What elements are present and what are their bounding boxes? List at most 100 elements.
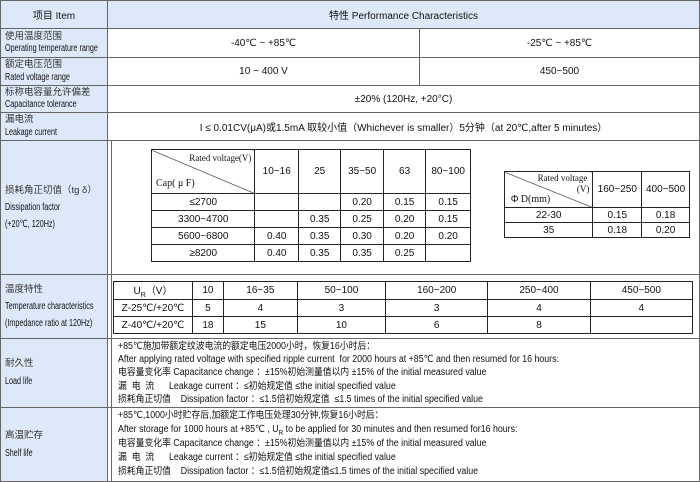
label-zh: 额定电压范围 — [5, 59, 63, 70]
ur-unit: （V） — [145, 286, 173, 297]
text-subscript: R — [278, 429, 284, 437]
label-en: Rated voltage range — [5, 71, 70, 83]
column-header: 160~250 — [592, 171, 643, 208]
label-en: Temperature characteristics — [5, 301, 94, 312]
value-cell — [425, 244, 471, 262]
column-header: 16~35 — [222, 281, 298, 300]
table-row: ≥8200 0.40 0.35 0.35 0.25 — [150, 244, 471, 262]
row-load-life: 耐久性 Load life +85℃施加带额定纹波电流的额定电压2000小时，恢复… — [1, 339, 699, 408]
column-header: 80~100 — [425, 149, 471, 194]
text-line: 损耗角正切值 Dissipation factor ：≤1.5倍初始规定值≤1.… — [118, 466, 479, 477]
corner-cell: Rated voltage (V) Φ D(mm) — [503, 171, 594, 208]
table-row: 3300~4700 0.35 0.25 0.20 0.15 — [150, 210, 471, 228]
value-left: 10 ~ 400 V — [108, 58, 420, 85]
cap-cell: 3300~4700 — [150, 210, 256, 228]
table-row: ≤2700 0.20 0.15 0.15 — [150, 193, 471, 211]
text-line: 漏 电 流 Leakage current ：≤初始规定值 ≤the initi… — [118, 380, 396, 392]
value-cell — [254, 193, 299, 211]
value-right: -25℃ ~ +85℃ — [526, 37, 593, 49]
header-characteristics: 特性 Performance Characteristics — [329, 11, 478, 22]
header-item: 项目 Item — [1, 1, 108, 28]
value-cell: 0.20 — [641, 222, 690, 238]
value-cell: 0.35 — [340, 244, 384, 262]
header-row: 项目 Item 特性 Performance Characteristics — [1, 1, 699, 29]
value-cell: 3 — [296, 299, 387, 317]
label-zh: 漏电流 — [5, 114, 34, 125]
diameter-cell: 22-30 — [503, 207, 594, 223]
value-cell: 3 — [385, 299, 489, 317]
label-zh: 标称电容量允许偏差 — [5, 87, 91, 98]
label-en: Operating temperature range — [5, 43, 98, 54]
value-cell: 10 — [296, 316, 387, 334]
corner-bottom: Φ D(mm) — [511, 194, 551, 205]
column-header: 50~100 — [296, 281, 387, 300]
row-rated-voltage: 额定电压范围 Rated voltage range 10 ~ 400 V 450… — [1, 58, 699, 86]
table-row: 22-30 0.15 0.18 — [503, 207, 690, 223]
label-zh: 温度特性 — [5, 284, 44, 295]
value: I ≤ 0.01CV(μA)或1.5mA 取较小值（Whichever is s… — [199, 123, 608, 134]
text-line: After storage for 1000 hours at +85℃ , U… — [118, 423, 517, 437]
label-cond: (Impedance ratio at 120Hz) — [5, 318, 93, 329]
value-cell: 8 — [487, 316, 591, 334]
value-cell: 0.20 — [382, 210, 427, 228]
ratio-label: Z-25℃/+20℃ — [113, 299, 193, 317]
shelf-life-text: +85℃,1000小时贮存后,加额定工作电压处理30分钟,恢复16小时后： Af… — [118, 409, 562, 479]
value-cell: 0.35 — [297, 210, 342, 228]
cap-cell: ≤2700 — [150, 193, 256, 211]
label-zh: 损耗角正切值（tg δ） — [5, 185, 97, 196]
load-life-text: +85℃施加带额定纹波电流的额定电压2000小时，恢复16小时后： After … — [118, 340, 608, 406]
value-cell — [297, 193, 342, 211]
label-zh: 高温贮存 — [5, 429, 44, 441]
value-cell: 0.15 — [592, 207, 643, 223]
value-right: 450~500 — [539, 66, 580, 77]
label-zh: 使用温度范围 — [5, 30, 63, 42]
value-left: -40℃ ~ +85℃ — [108, 29, 420, 57]
corner-cell: Rated voltage(V) Cap( μ F) — [150, 149, 256, 194]
value-cell: 0.20 — [382, 227, 427, 245]
column-header: 160~200 — [385, 281, 489, 300]
value-cell: 0.15 — [425, 210, 471, 228]
row-capacitance-tolerance: 标称电容量允许偏差 Capacitance tolerance ±20% (120… — [1, 86, 699, 113]
value-cell: 0.40 — [254, 244, 299, 262]
value-cell: 4 — [487, 299, 591, 317]
text-part: to be applied for 30 minutes and then re… — [283, 424, 518, 435]
ratio-label: Z-40℃/+20℃ — [113, 316, 193, 334]
value-cell: 0.18 — [592, 222, 643, 238]
text-line: 漏 电 流 Leakage current ：≤初始规定值 ≤the initi… — [118, 452, 396, 463]
value-cell: 6 — [385, 316, 489, 334]
value-cell: 0.40 — [254, 227, 299, 245]
label-en: Leakage current — [5, 126, 58, 138]
diameter-cell: 35 — [503, 222, 594, 238]
value-cell: 0.18 — [641, 207, 690, 223]
row-operating-temperature: 使用温度范围 Operating temperature range -40℃ ~… — [1, 29, 699, 58]
corner-bottom: Cap( μ F) — [156, 178, 195, 189]
text-line: +85℃施加带额定纹波电流的额定电压2000小时，恢复16小时后： — [118, 341, 376, 352]
value-cell: 4 — [589, 299, 694, 317]
column-header: 400~500 — [641, 171, 690, 208]
value-cell: 0.20 — [340, 193, 384, 211]
column-header: 10 — [192, 281, 224, 300]
ur-symbol: U — [133, 286, 141, 297]
text-line: After applying rated voltage with specif… — [118, 354, 559, 366]
value-cell — [589, 316, 694, 334]
cap-cell: ≥8200 — [150, 244, 256, 262]
label-en: Dissipation factor — [5, 202, 61, 213]
column-header: 250~400 — [487, 281, 591, 300]
value: ±20% (120Hz, +20°C) — [354, 93, 453, 105]
value-cell — [254, 210, 299, 228]
label-en: Load life — [5, 376, 33, 387]
label-en: Capacitance tolerance — [5, 99, 77, 110]
value-cell: 18 — [192, 316, 224, 334]
text-part: After storage for 1000 hours at +85℃ , U — [118, 424, 279, 435]
value-cell: 0.25 — [340, 210, 384, 228]
value-cell: 0.20 — [425, 227, 471, 245]
text-line: 电容量变化率 Capacitance change ：±15%初始测量值以内 ±… — [118, 367, 487, 379]
column-header: 10~16 — [254, 149, 299, 194]
dissipation-table-high-voltage: Rated voltage (V) Φ D(mm) 160~250 400~50… — [503, 171, 690, 238]
value-cell: 4 — [222, 299, 298, 317]
corner-unit: (V) — [576, 184, 590, 194]
value-cell: 0.30 — [340, 227, 384, 245]
value-cell: 5 — [192, 299, 224, 317]
table-row: 5600~6800 0.40 0.35 0.30 0.20 0.20 — [150, 227, 471, 245]
value-cell: 0.25 — [382, 244, 427, 262]
